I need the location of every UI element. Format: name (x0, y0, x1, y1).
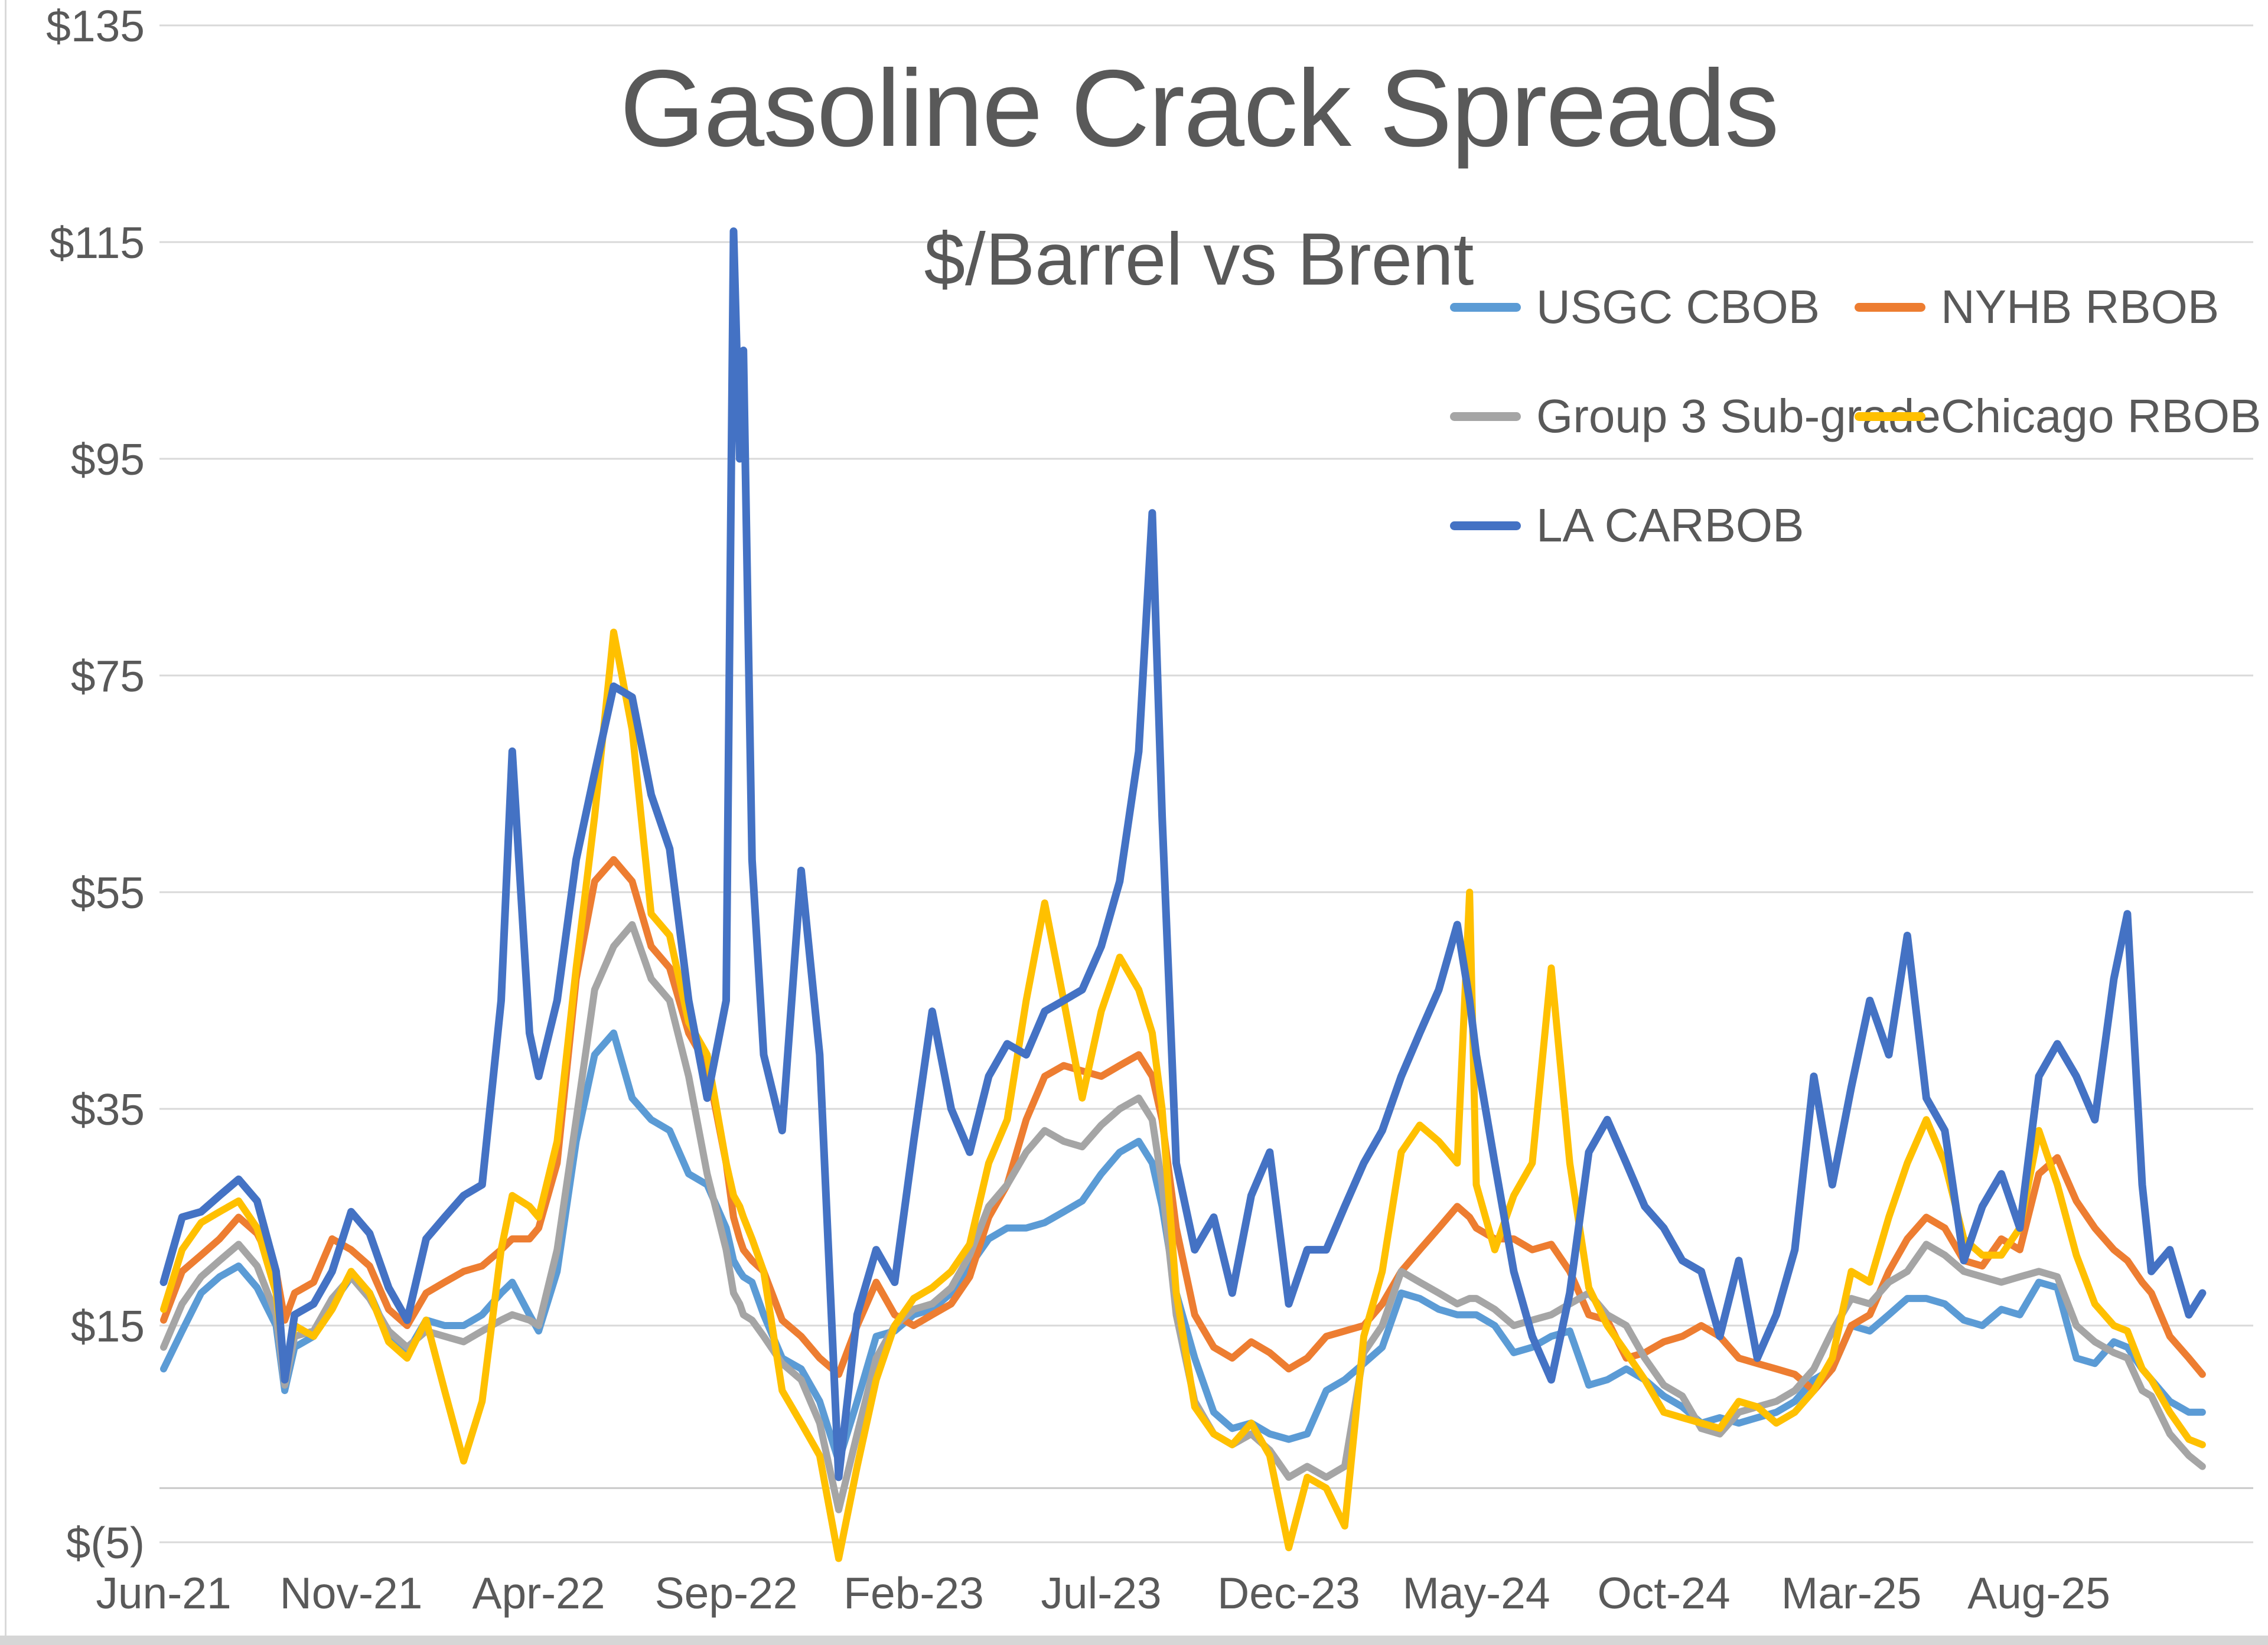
x-tick-label: Jul-23 (1041, 1568, 1162, 1618)
y-tick-label: $55 (70, 868, 145, 918)
y-tick-label: $15 (70, 1301, 145, 1351)
window-bottom-edge (0, 1636, 2268, 1645)
group3-subgrade-line-swatch (1450, 412, 1521, 421)
y-tick-label: $35 (70, 1085, 145, 1134)
window-left-edge (5, 0, 6, 1645)
y-tick-label: $115 (49, 218, 145, 267)
y-tick-label: $(5) (66, 1518, 145, 1568)
x-tick-label: Dec-23 (1217, 1568, 1360, 1618)
y-tick-label: $135 (46, 1, 145, 51)
y-tick-label: $75 (70, 651, 145, 701)
chart-title: Gasoline Crack Spreads (620, 48, 1779, 169)
x-tick-label: Apr-22 (472, 1568, 605, 1618)
la-carbob-line-swatch (1450, 521, 1521, 530)
legend-label: Chicago RBOB (1941, 390, 2262, 442)
usgc-cbob-line-swatch (1450, 302, 1521, 312)
legend-label: USGC CBOB (1536, 280, 1820, 333)
x-tick-label: Nov-21 (279, 1568, 423, 1618)
legend-item-usgc-cbob: USGC CBOB (1450, 280, 1820, 334)
x-tick-label: Mar-25 (1781, 1568, 1922, 1618)
legend-item-chicago-rbob: Chicago RBOB (1855, 390, 2261, 443)
x-tick-label: Aug-25 (1967, 1568, 2110, 1618)
x-tick-label: Feb-23 (843, 1568, 984, 1618)
nyhb-rbob-line-swatch (1855, 302, 1925, 312)
legend-label: LA CARBOB (1536, 499, 1804, 551)
x-tick-label: Jun-21 (96, 1568, 232, 1618)
legend-item-nyhb-rbob: NYHB RBOB (1855, 280, 2219, 334)
x-tick-label: Sep-22 (654, 1568, 798, 1618)
y-tick-label: $95 (70, 435, 145, 484)
x-tick-label: May-24 (1402, 1568, 1550, 1618)
x-tick-label: Oct-24 (1597, 1568, 1731, 1618)
legend-item-la-carbob: LA CARBOB (1450, 499, 1804, 552)
chicago-rbob-line-swatch (1855, 412, 1925, 421)
chart-subtitle: $/Barrel vs Brent (924, 218, 1474, 301)
legend-label: NYHB RBOB (1941, 280, 2220, 333)
